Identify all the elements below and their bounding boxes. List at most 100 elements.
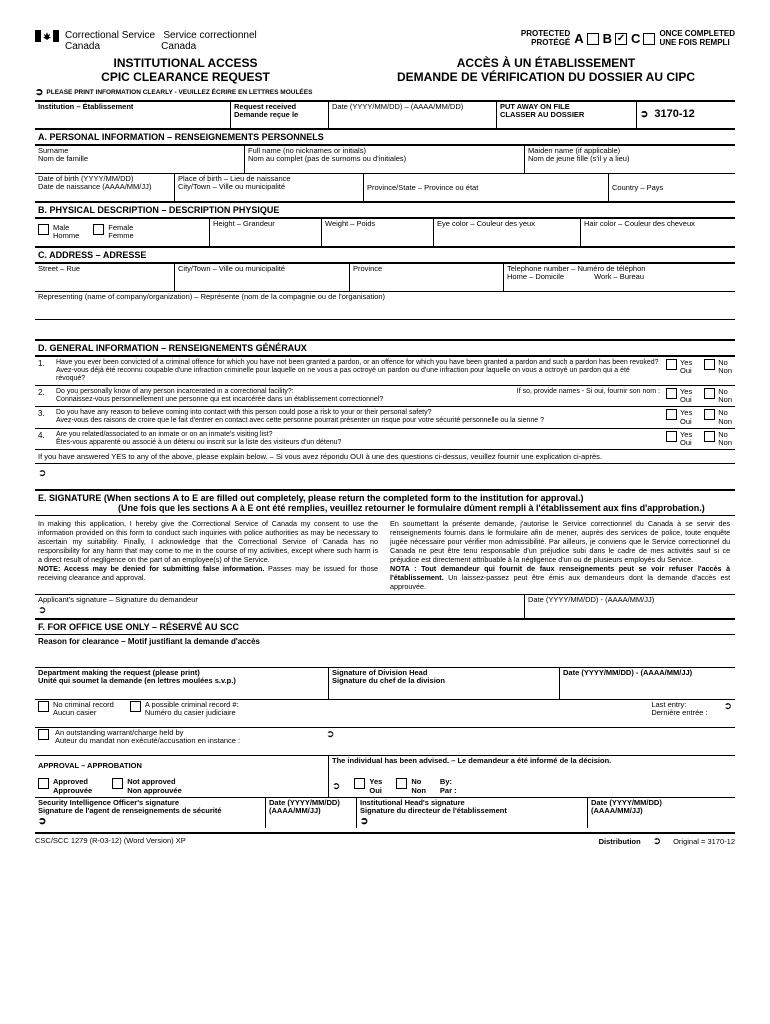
section-f-header: F. FOR OFFICE USE ONLY – RÉSERVÉ AU SCC [35,618,735,635]
form-id: CSC/SCC 1279 (R-03-12) (Word Version) XP [35,836,186,847]
city-c: City/Town – Ville ou municipalité [175,264,350,291]
explain: If you have answered YES to any of the a… [35,449,735,463]
weight: Weight – Poids [322,219,434,246]
checkbox-female[interactable] [93,224,104,235]
q2: Do you personally know of any person inc… [56,388,294,396]
opt-a: A [574,31,583,46]
q1-fr: Avez-vous déjà été reconnu coupable d'un… [56,367,660,383]
male-fr: Homme [53,232,79,241]
physical-row: MaleHomme FemaleFemme Height – Grandeur … [35,218,735,246]
org-fr: Service correctionnel [163,30,256,41]
title-right2: DEMANDE DE VÉRIFICATION DU DOSSIER AU CI… [357,70,735,84]
q4-fr: Êtes-vous apparenté ou associé à un déte… [56,439,660,447]
province: Province/State – Province ou état [364,174,609,201]
cb-possible[interactable] [130,701,141,712]
divhead-fr: Signature du chef de la division [332,677,556,686]
protected-fr: PROTÉGÉ [521,39,570,48]
section-a-header: A. PERSONAL INFORMATION – RENSEIGNEMENTS… [35,128,735,145]
canada-flag-icon [35,30,59,42]
checkbox-male[interactable] [38,224,49,235]
q3-no[interactable] [704,409,715,420]
org-en: Correctional Service [65,30,155,41]
height: Height – Grandeur [210,219,322,246]
sio-fr: Signature de l'agent de renseignements d… [38,807,262,816]
form-number: 3170-12 [654,108,694,121]
lastentry-fr: Dernière entrée : [651,709,707,718]
putaway-fr: CLASSER AU DOSSIER [500,111,633,120]
q2-no[interactable] [704,388,715,399]
arrow-icon: ➲ [38,468,46,479]
approval-label: APPROVAL – APPROBATION [38,762,142,771]
app-sig: Applicant's signature – Signature du dem… [38,596,521,605]
institution-label: Institution – Établissement [35,102,231,128]
q4-yes[interactable] [666,431,677,442]
q4-no[interactable] [704,431,715,442]
q2-row: 2. Do you personally know of any person … [35,385,735,407]
footer: CSC/SCC 1279 (R-03-12) (Word Version) XP… [35,832,735,847]
checkbox-a[interactable] [587,33,599,45]
orig: Original = 3170-12 [673,837,735,846]
q2b: If so, provide names - Si oui, fournir s… [517,388,660,396]
sig-en: In making this application, I hereby giv… [38,519,378,564]
record-row: No criminal recordAucun casier A possibl… [35,699,735,727]
note-en: NOTE: Access may be denied for submittin… [38,564,264,573]
date-label: Date (YYYY/MM/DD) – (AAAA/MM/DD) [329,102,497,128]
dept-fr: Unité qui soumet la demande (en lettres … [38,677,325,686]
name-row: SurnameNom de famille Full name (no nick… [35,145,735,173]
possible-fr: Numéro du casier judiciaire [145,709,239,718]
q3-fr: Avez-vous des raisons de croire que le f… [56,417,660,425]
notapp-fr: Non approuvée [127,787,182,796]
q3: Do you have any reason to believe coming… [56,409,660,417]
hair: Hair color – Couleur des cheveux [581,219,735,246]
q2-fr: Connaissez-vous personnellement une pers… [56,396,660,404]
section-c-header: C. ADDRESS – ADRESSE [35,246,735,263]
signature-text: In making this application, I hereby giv… [35,516,735,594]
q1-no[interactable] [704,359,715,370]
cb-yes-advised[interactable] [354,778,365,789]
q4: Are you related/associated to an inmate … [56,431,660,439]
fullname-fr: Nom au complet (pas de surnoms ou d'init… [248,155,521,164]
checkbox-c[interactable] [643,33,655,45]
cb-no-advised[interactable] [396,778,407,789]
section-b-header: B. PHYSICAL DESCRIPTION – DESCRIPTION PH… [35,201,735,218]
datesh-fr2: (AAAA/MM/JJ) [591,807,732,816]
title-right1: ACCÈS À UN ÉTABLISSEMENT [357,56,735,70]
datesh-fr: (AAAA/MM/JJ) [269,807,353,816]
q1-row: 1. Have you ever been convicted of a cri… [35,356,735,385]
section-d-header: D. GENERAL INFORMATION – RENSEIGNEMENTS … [35,339,735,356]
approved-fr: Approuvée [53,787,92,796]
city: City/Town – Ville ou municipalité [178,183,360,192]
print-note: ➲PLEASE PRINT INFORMATION CLEARLY - VEUI… [35,87,735,98]
dept-date: Date (YYYY/MM/DD) - (AAAA/MM/JJ) [560,668,735,699]
home: Home – Domicile [507,273,564,282]
approval-opts-row: ApprovedApprouvée Not approvedNon approu… [35,777,735,797]
country: Country – Pays [609,174,735,201]
final-sig-row: Security Intelligence Officer's signatur… [35,797,735,829]
by-fr: Par : [440,787,457,796]
advised: The individual has been advised. – Le de… [329,756,735,777]
sig-fr: En soumettant la présente demande, j'aut… [390,519,730,564]
opt-c: C [631,31,640,46]
q2-yes[interactable] [666,388,677,399]
applicant-sig-row: Applicant's signature – Signature du dem… [35,594,735,617]
q3-yes[interactable] [666,409,677,420]
title-left1: INSTITUTIONAL ACCESS [35,56,336,70]
request-fr: Demande reçue le [234,111,325,120]
surname-fr: Nom de famille [38,155,241,164]
q1-yes[interactable] [666,359,677,370]
work: Work – Bureau [594,273,644,282]
institution-row: Institution – Établissement Request rece… [35,100,735,128]
org-en2: Canada [65,41,100,52]
female-fr: Femme [108,232,133,241]
q1: Have you ever been convicted of a crimin… [56,359,660,367]
title-row: INSTITUTIONAL ACCESSCPIC CLEARANCE REQUE… [35,56,735,85]
cb-warrant[interactable] [38,729,49,740]
cb-approved[interactable] [38,778,49,789]
cb-nocrim[interactable] [38,701,49,712]
nocrim-fr: Aucun casier [53,709,114,718]
cb-notapp[interactable] [112,778,123,789]
title-left2: CPIC CLEARANCE REQUEST [35,70,336,84]
checkbox-b[interactable]: ✓ [615,33,627,45]
address-row: Street – Rue City/Town – Ville ou munici… [35,263,735,291]
approval-row: APPROVAL – APPROBATION The individual ha… [35,755,735,777]
